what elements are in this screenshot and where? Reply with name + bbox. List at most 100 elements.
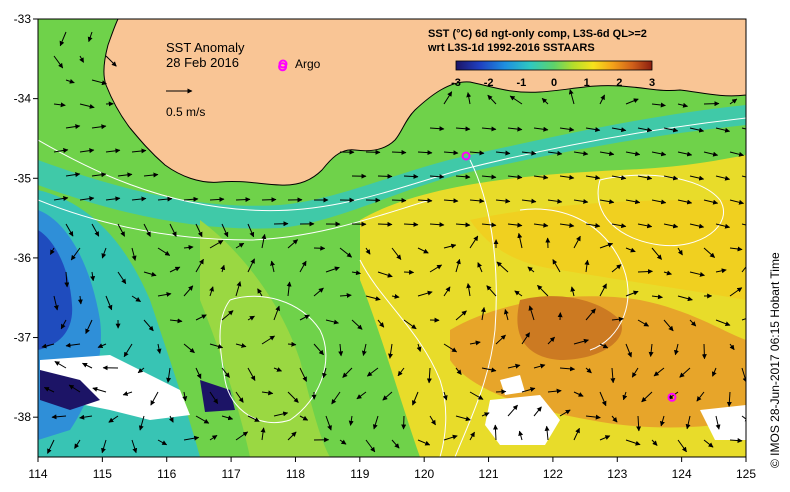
current-arrow-icon [625,343,632,358]
contour-line [597,174,724,247]
current-arrow-icon [299,260,307,273]
current-arrow-icon [659,415,665,427]
lat-tick-label: -33 [14,12,32,26]
current-arrow-icon [703,439,714,448]
current-arrow-icon [507,126,523,132]
current-arrow-icon [521,198,537,204]
current-arrow-icon [677,247,683,256]
current-arrow-icon [711,367,717,377]
current-arrow-icon [637,223,653,229]
current-arrow-icon [611,175,627,181]
current-arrow-icon [366,367,379,377]
lon-tick-label: 125 [736,467,756,481]
current-arrow-icon [131,148,147,154]
current-arrow-icon [157,196,173,202]
current-arrow-icon [442,391,448,401]
current-arrow-icon [105,196,121,202]
current-arrow-icon [157,439,168,446]
current-arrow-icon [339,247,353,258]
current-arrow-icon [168,415,174,423]
current-arrow-icon [183,244,194,250]
current-arrow-icon [443,243,457,249]
current-arrow-icon [585,367,592,374]
current-arrow-icon [429,174,445,180]
current-arrow-icon [79,414,93,420]
current-arrow-icon [637,175,653,181]
current-arrow-icon [703,199,719,205]
current-arrow-icon [235,242,245,249]
current-arrow-icon [65,223,74,237]
lon-tick-label: 114 [28,467,47,481]
current-arrow-icon [53,102,66,108]
current-arrow-icon [495,334,506,345]
current-arrow-icon [49,247,55,255]
current-arrow-icon [599,151,615,157]
current-arrow-icon [637,127,653,133]
current-arrow-icon [382,391,393,401]
current-arrow-icon [584,259,590,273]
current-arrow-icon [729,343,735,351]
current-arrow-icon [495,198,511,204]
current-arrow-icon [365,247,371,255]
current-arrow-icon [599,391,607,407]
current-arrow-icon [64,271,70,288]
current-arrow-icon [677,151,693,157]
current-arrow-icon [209,434,218,441]
cloud-edge-mid [200,380,235,412]
current-arrow-icon [729,246,743,252]
current-arrow-icon [469,431,475,441]
current-arrow-icon [235,197,251,203]
current-arrow-icon [397,367,405,377]
current-arrow-icon [481,412,490,417]
current-arrow-icon [455,174,471,180]
current-arrow-icon [685,415,691,430]
current-arrow-icon [533,363,546,369]
current-arrow-icon [528,305,535,321]
lon-tick-label: 119 [350,467,369,481]
current-arrow-icon [559,409,571,417]
current-arrow-icon [325,415,332,431]
current-arrow-icon [221,367,230,378]
current-arrow-icon [97,343,107,348]
current-arrow-icon [726,391,732,408]
current-arrow-icon [261,390,274,396]
current-arrow-icon [65,172,81,178]
current-arrow-icon [429,126,445,132]
current-arrow-icon [391,149,407,155]
current-arrow-icon [339,293,352,299]
current-arrow-icon [342,367,353,378]
current-arrow-icon [455,367,462,375]
current-arrow-icon [169,223,177,238]
current-arrow-icon [169,266,181,273]
current-arrow-icon [429,415,436,426]
current-arrow-icon [247,315,255,321]
lat-tick-label: -34 [14,92,32,106]
current-arrow-icon [625,98,639,105]
current-arrow-icon [43,386,55,393]
ssh-contours [38,117,746,457]
current-arrow-icon [195,258,204,273]
current-arrow-icon [443,198,459,204]
colorbar-tick-label: -2 [484,77,494,89]
current-arrow-icon [514,290,523,297]
current-arrow-icon [365,439,376,453]
current-arrow-icon [599,283,607,297]
current-arrow-icon [663,127,679,133]
current-arrow-icon [611,223,627,229]
current-arrow-icon [689,271,705,277]
current-arrow-icon [599,435,611,441]
current-arrow-icon [570,286,576,297]
current-arrow-icon [599,94,606,105]
current-arrow-icon [51,414,67,420]
current-arrow-icon [518,430,524,441]
longitude-axis: 114 115 116 117 118 119 120 121 122 123 124 125 [28,457,756,481]
contour-line [38,199,431,241]
current-arrow-icon [651,199,667,205]
lon-tick-label: 123 [607,467,627,481]
current-arrow-icon [79,196,95,202]
current-arrow-icon [507,363,521,369]
current-arrow-icon [651,102,666,108]
current-arrow-icon [91,124,107,130]
current-arrow-icon [443,343,458,353]
